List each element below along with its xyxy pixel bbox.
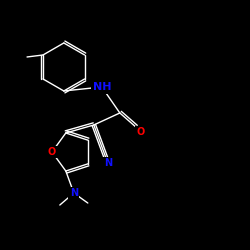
Text: NH: NH <box>92 82 111 92</box>
Text: O: O <box>48 147 56 157</box>
Text: N: N <box>104 158 112 168</box>
Text: O: O <box>137 127 145 137</box>
Text: N: N <box>70 188 78 198</box>
